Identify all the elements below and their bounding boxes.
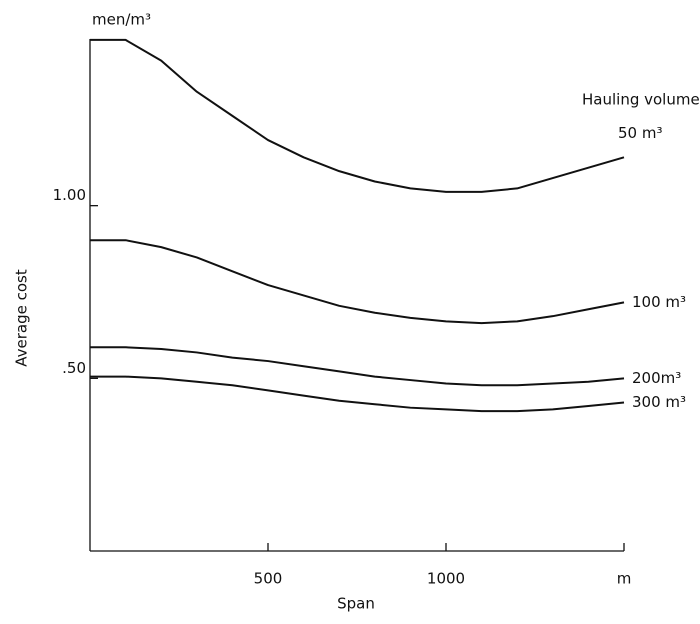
series-line	[90, 239, 625, 325]
y-tick-label: 1.00	[53, 186, 86, 204]
x-tick-label: 500	[254, 570, 283, 588]
series-label: 300 m³	[632, 393, 686, 411]
series-label: 200m³	[632, 369, 681, 387]
series-label: 50 m³	[618, 124, 662, 142]
series-line	[90, 346, 625, 387]
x-axis-label: Span	[337, 595, 375, 613]
y-axis-label: Average cost	[13, 269, 31, 367]
legend-title: Hauling volume,	[582, 91, 700, 109]
y-unit: men/m³	[92, 11, 151, 29]
series-line	[90, 38, 625, 193]
series-label: 100 m³	[632, 293, 686, 311]
y-tick-label: .50	[62, 359, 86, 377]
x-tick-label: m	[617, 570, 632, 588]
x-tick-label: 1000	[427, 570, 465, 588]
series-line	[90, 375, 625, 413]
